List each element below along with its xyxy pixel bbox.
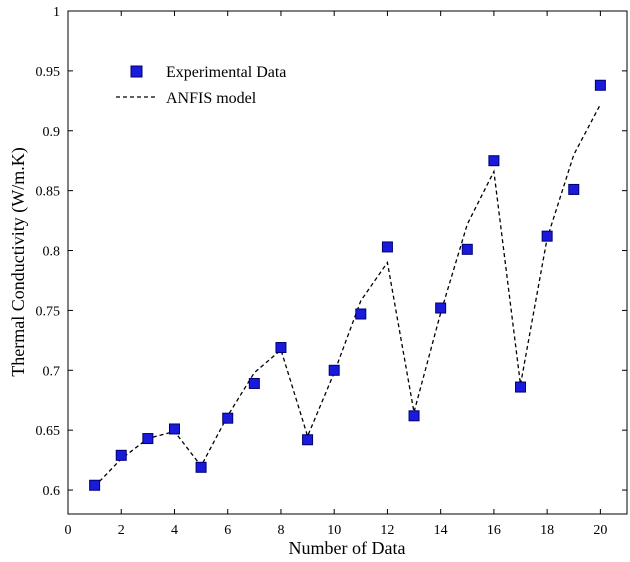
- experimental-data-point: [541, 230, 553, 242]
- y-tick-label: 0.8: [43, 245, 61, 260]
- experimental-data-series: [89, 79, 606, 491]
- anfis-model-series: [94, 104, 601, 487]
- x-tick-label: 20: [593, 523, 607, 538]
- x-tick-label: 8: [277, 523, 284, 538]
- experimental-data-point: [302, 434, 314, 446]
- experimental-data-point: [115, 449, 127, 461]
- y-tick-label: 0.7: [43, 364, 61, 379]
- plot-area-frame: [67, 10, 628, 515]
- y-tick-label: 0.85: [36, 185, 61, 200]
- experimental-data-point: [594, 79, 606, 91]
- legend: Experimental Data ANFIS model: [116, 64, 286, 107]
- x-tick-label: 10: [327, 523, 341, 538]
- experimental-data-point: [195, 461, 207, 473]
- experimental-data-point: [461, 243, 473, 255]
- experimental-data-point: [142, 433, 154, 445]
- y-tick-label: 0.9: [43, 125, 61, 140]
- x-tick-label: 18: [540, 523, 554, 538]
- x-tick-label: 16: [487, 523, 501, 538]
- legend-label-anfis: ANFIS model: [166, 90, 257, 107]
- anfis-model-line: [94, 104, 601, 487]
- x-tick-label: 0: [65, 523, 72, 538]
- x-axis: 0 2 4 6 8 10 12 14 16 18 20: [65, 11, 607, 538]
- experimental-data-point: [248, 377, 260, 389]
- x-tick-label: 12: [380, 523, 394, 538]
- y-tick-label: 0.6: [43, 484, 61, 499]
- x-tick-label: 14: [434, 523, 448, 538]
- y-axis: 0.6 0.65 0.7 0.75 0.8 0.85 0.9 0.95 1: [36, 5, 627, 499]
- legend-label-experimental: Experimental Data: [166, 64, 286, 81]
- y-tick-label: 0.65: [36, 424, 61, 439]
- experimental-data-point: [515, 381, 527, 393]
- y-tick-label: 0.95: [36, 65, 61, 80]
- y-tick-label: 1: [53, 5, 60, 20]
- y-axis-title: Thermal Conductivity (W/m.K): [8, 147, 29, 376]
- experimental-data-point: [381, 241, 393, 253]
- experimental-data-point: [568, 183, 580, 195]
- experimental-data-point: [435, 302, 447, 314]
- x-tick-label: 6: [224, 523, 231, 538]
- x-tick-label: 2: [118, 523, 125, 538]
- experimental-data-point: [275, 342, 287, 354]
- legend-marker-square: [130, 65, 143, 78]
- x-tick-label: 4: [171, 523, 178, 538]
- experimental-data-point: [408, 410, 420, 422]
- experimental-data-point: [168, 423, 180, 435]
- experimental-data-point: [89, 479, 101, 491]
- x-axis-title: Number of Data: [289, 538, 406, 558]
- experimental-data-point: [488, 155, 500, 167]
- experimental-data-point: [222, 412, 234, 424]
- y-tick-label: 0.75: [36, 304, 61, 319]
- experimental-data-point: [355, 308, 367, 320]
- experimental-data-point: [328, 364, 340, 376]
